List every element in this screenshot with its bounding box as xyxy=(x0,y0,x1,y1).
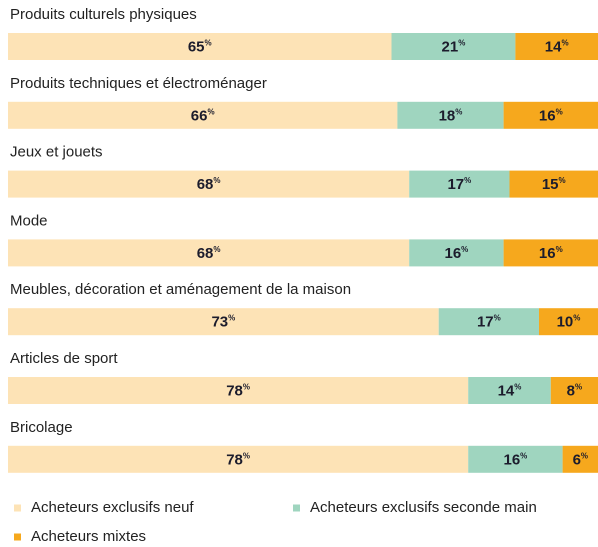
category-label: Articles de sport xyxy=(10,350,118,367)
value-label: 16% xyxy=(539,245,563,262)
legend-swatch xyxy=(293,504,300,512)
value-label: 73% xyxy=(211,314,235,331)
bar-segment xyxy=(562,445,598,473)
legend-label: Acheteurs exclusifs neuf xyxy=(31,499,194,516)
bar-segment xyxy=(8,445,469,473)
value-label: 16% xyxy=(444,245,468,262)
category-label: Jeux et jouets xyxy=(10,144,103,161)
bar-segment xyxy=(391,33,516,60)
value-label: 15% xyxy=(542,176,566,193)
value-label: 14% xyxy=(498,382,522,399)
bar-segment xyxy=(409,239,504,267)
legend-label: Acheteurs mixtes xyxy=(31,528,146,545)
bar-segment xyxy=(8,101,398,129)
bar-segment xyxy=(409,170,510,198)
bar-segment xyxy=(8,33,392,60)
bar-segment xyxy=(438,308,539,336)
bar-segment xyxy=(8,170,410,198)
bar-segment xyxy=(515,33,598,60)
bar-segment xyxy=(539,308,598,336)
legend-label: Acheteurs exclusifs seconde main xyxy=(310,499,537,516)
value-label: 68% xyxy=(197,176,221,193)
value-label: 65% xyxy=(188,38,212,55)
bar-segment xyxy=(468,445,563,473)
value-label: 17% xyxy=(447,176,471,193)
value-label: 6% xyxy=(573,451,588,468)
value-label: 18% xyxy=(439,107,463,124)
category-label: Produits techniques et électroménager xyxy=(10,75,267,92)
value-label: 66% xyxy=(191,107,215,124)
value-label: 17% xyxy=(477,314,501,331)
value-label: 16% xyxy=(503,451,527,468)
value-label: 68% xyxy=(197,245,221,262)
bar-segment xyxy=(503,101,598,129)
legend-swatch xyxy=(14,533,21,541)
legend-swatch xyxy=(14,504,21,512)
value-label: 78% xyxy=(226,382,250,399)
value-label: 21% xyxy=(442,38,466,55)
category-label: Meubles, décoration et aménagement de la… xyxy=(10,281,351,298)
value-label: 10% xyxy=(557,314,581,331)
category-label: Bricolage xyxy=(10,419,73,436)
value-label: 14% xyxy=(545,38,569,55)
value-label: 16% xyxy=(539,107,563,124)
value-label: 8% xyxy=(567,382,582,399)
bar-segment xyxy=(468,377,551,404)
category-label: Produits culturels physiques xyxy=(10,6,197,23)
bar-segment xyxy=(8,377,469,404)
category-label: Mode xyxy=(10,212,48,229)
bar-segment xyxy=(503,239,598,267)
bar-segment xyxy=(509,170,598,198)
bar-segment xyxy=(397,101,504,129)
bar-segment xyxy=(550,377,598,404)
value-label: 78% xyxy=(226,451,250,468)
bar-segment xyxy=(8,308,439,336)
bar-segment xyxy=(8,239,410,267)
